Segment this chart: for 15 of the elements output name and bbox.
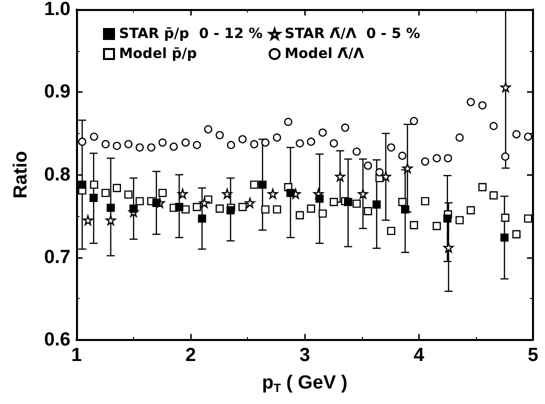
legend-label: Model p̄/p [119, 46, 197, 62]
y-tick-label: 0.7 [44, 246, 70, 268]
x-tick-label: 5 [528, 345, 539, 366]
y-axis-title: Ratio [10, 151, 32, 198]
y-tick-label: 0.6 [44, 330, 70, 350]
y-tick-label: 1.0 [44, 0, 70, 20]
x-tick-label: 4 [414, 345, 425, 366]
x-tick-label: 1 [71, 345, 82, 366]
x-tick-label: 2 [185, 345, 196, 366]
y-tick-label: 0.8 [44, 164, 70, 186]
legend-label: STAR Λ̄/Λ 0 - 5 % [284, 26, 420, 42]
x-tick-label: 3 [299, 345, 310, 366]
y-tick-label: 0.9 [44, 82, 70, 103]
legend-label: STAR p̄/p 0 - 12 % [119, 26, 263, 42]
legend-label: Model Λ̄/Λ [284, 46, 364, 62]
